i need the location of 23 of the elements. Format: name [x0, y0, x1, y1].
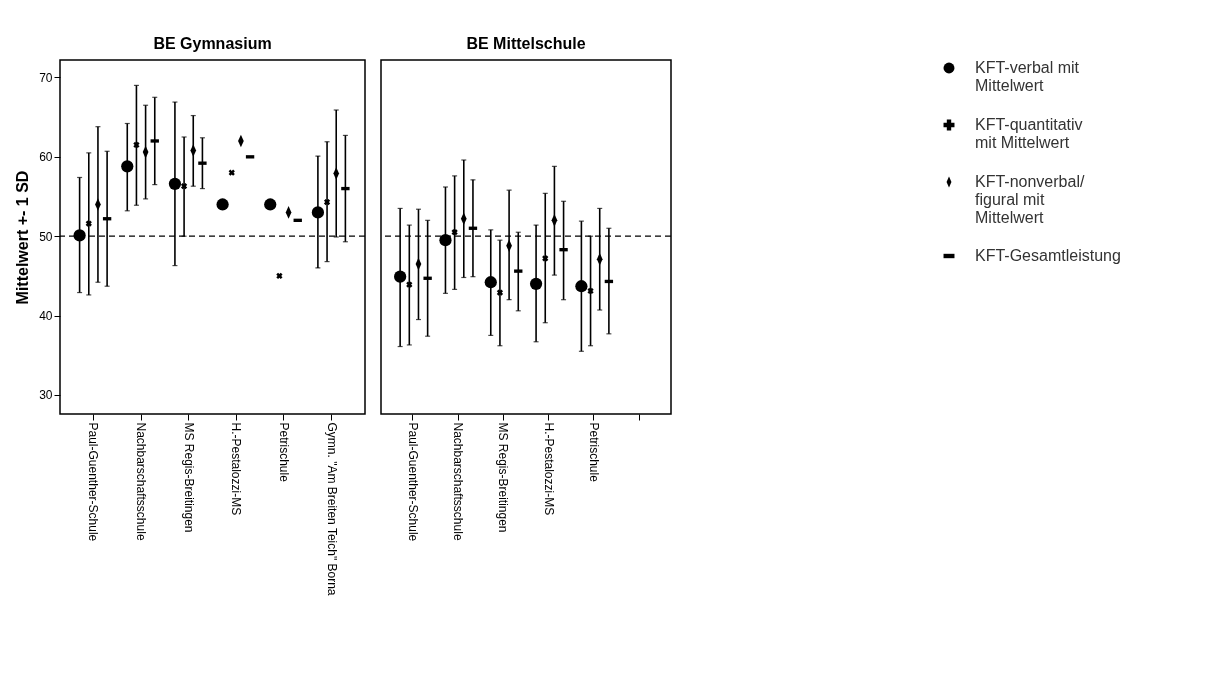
x-tick-label: Nachbarschaftsschule [451, 422, 466, 541]
x-tick-label: Gymn. "Am Breiten Teich" Borna [324, 422, 339, 596]
x-tick-label: Paul-Guenther-Schule [405, 422, 420, 542]
x-tick-label: MS Regis-Breitingen [181, 422, 196, 533]
chart-title: BE Mittelschule [466, 35, 586, 52]
y-tick-label: 60 [39, 150, 53, 165]
legend-label: KFT-Gesamtleistung [975, 247, 1121, 264]
x-tick-label: Petrischule [586, 422, 601, 483]
y-axis-title: Mittelwert +- 1 SD [14, 170, 32, 305]
y-tick-label: 50 [39, 229, 53, 244]
legend-label: KFT-nonverbal/ figural mit Mittelwert [975, 173, 1085, 226]
chart-title: BE Gymnasium [153, 35, 272, 52]
y-tick-label: 40 [39, 309, 53, 324]
x-tick-label: Paul-Guenther-Schule [86, 422, 101, 542]
x-tick-label: Petrischule [276, 422, 291, 483]
x-tick-label: H.-Pestalozzi-MS [229, 422, 244, 516]
y-tick-label: 30 [39, 388, 53, 403]
y-tick-label: 70 [39, 70, 53, 85]
x-tick-label: H.-Pestalozzi-MS [541, 422, 556, 516]
x-tick-label: MS Regis-Breitingen [496, 422, 511, 533]
legend-label: KFT-verbal mit Mittelwert [975, 59, 1080, 94]
legend-label: KFT-quantitativ mit Mittelwert [975, 116, 1083, 151]
x-tick-label: Nachbarschaftsschule [134, 422, 149, 541]
